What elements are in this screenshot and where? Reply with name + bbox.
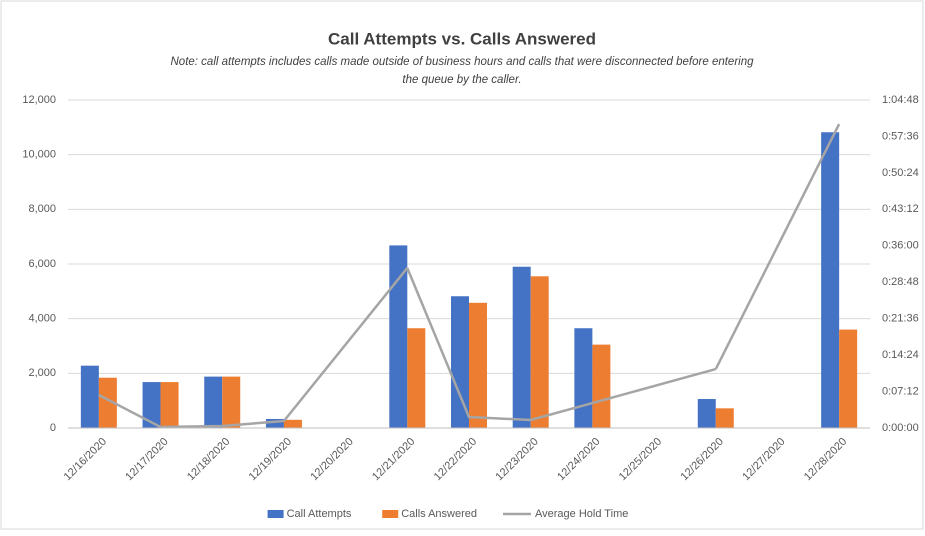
- bar: [204, 376, 223, 428]
- line-series: [98, 393, 285, 429]
- bar: [592, 344, 611, 428]
- y-tick-label: 12,000: [22, 94, 56, 106]
- line-series: [406, 267, 593, 422]
- bar: [80, 365, 99, 428]
- y-tick-label: 10,000: [22, 149, 56, 161]
- bar: [222, 376, 241, 428]
- chart-title: Call Attempts vs. Calls Answered: [328, 29, 596, 48]
- y2-tick-label: 0:57:36: [882, 130, 919, 142]
- legend-swatch: [267, 510, 284, 518]
- bar: [512, 266, 531, 428]
- y2-tick-label: 1:04:48: [882, 94, 919, 106]
- y2-tick-label: 0:36:00: [882, 240, 919, 252]
- bar: [715, 408, 734, 428]
- legend-swatch: [382, 510, 399, 518]
- y-tick-label: 4,000: [28, 313, 56, 325]
- chart-note: the queue by the caller.: [402, 74, 521, 86]
- bar: [160, 382, 179, 428]
- y2-tick-label: 0:07:12: [882, 385, 919, 397]
- y2-tick-label: 0:43:12: [882, 203, 919, 215]
- y-tick-label: 8,000: [28, 203, 56, 215]
- line-gap-span: [592, 367, 717, 405]
- y2-tick-label: 0:14:24: [882, 349, 919, 361]
- bar: [451, 296, 469, 428]
- bar: [142, 382, 161, 428]
- y2-tick-label: 0:21:36: [882, 313, 919, 325]
- y-tick-label: 0: [50, 422, 56, 434]
- legend-label: Call Attempts: [287, 508, 352, 520]
- y-tick-label: 6,000: [28, 258, 56, 270]
- y2-tick-label: 0:00:00: [882, 422, 919, 434]
- bar: [283, 419, 302, 428]
- bar: [530, 276, 549, 428]
- line-gap-span: [714, 123, 841, 370]
- bar: [407, 328, 426, 428]
- bar: [574, 328, 593, 428]
- bar: [839, 329, 858, 428]
- y2-tick-label: 0:50:24: [882, 167, 919, 179]
- y2-tick-label: 0:28:48: [882, 276, 919, 288]
- bar: [98, 377, 117, 428]
- bar: [265, 418, 284, 428]
- bar: [697, 399, 716, 428]
- legend-label: Calls Answered: [401, 508, 477, 520]
- line-gap-span: [282, 267, 409, 422]
- bar: [389, 245, 408, 428]
- chart-note: Note: call attempts includes calls made …: [171, 56, 755, 68]
- legend-label: Average Hold Time: [535, 508, 628, 520]
- bar: [821, 132, 840, 428]
- bar: [469, 302, 487, 428]
- y-tick-label: 2,000: [28, 367, 56, 379]
